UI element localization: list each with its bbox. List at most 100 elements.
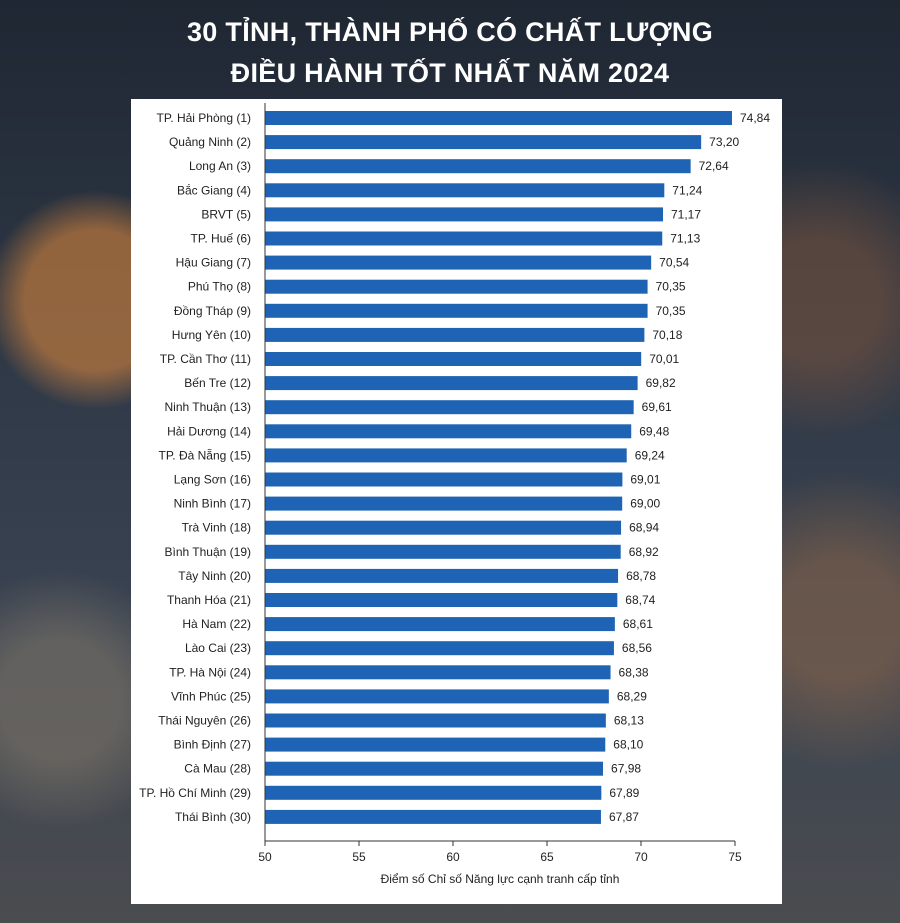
value-label: 69,61 [642, 400, 672, 414]
value-label: 68,94 [629, 521, 659, 535]
bar [265, 255, 652, 270]
category-label: Bến Tre (12) [184, 376, 251, 390]
category-label: TP. Cần Thơ (11) [160, 352, 251, 366]
bar [265, 761, 604, 776]
value-label: 68,13 [614, 714, 644, 728]
x-tick-label: 55 [352, 850, 366, 864]
category-label: Hà Nam (22) [182, 617, 251, 631]
bar [265, 352, 642, 366]
category-label: Thái Bình (30) [175, 810, 251, 824]
category-label: TP. Đà Nẵng (15) [159, 447, 252, 462]
bar [265, 544, 621, 559]
bar [265, 496, 623, 511]
bar [265, 689, 609, 704]
bar [265, 448, 627, 463]
value-label: 73,20 [709, 135, 739, 149]
bar [265, 568, 619, 583]
bar [265, 159, 691, 174]
category-label: Hải Dương (14) [167, 424, 251, 438]
bar [265, 135, 702, 150]
bar [265, 785, 602, 800]
bar [265, 641, 614, 656]
bar [265, 231, 663, 246]
bar [265, 424, 632, 439]
value-label: 67,98 [611, 762, 641, 776]
category-label: Trà Vinh (18) [182, 521, 251, 535]
bar [265, 593, 618, 607]
category-label: TP. Hà Nội (24) [169, 665, 251, 679]
bar [265, 400, 634, 415]
bar [265, 376, 638, 391]
bar-chart: TP. Hải Phòng (1) 74,84 Quảng Ninh (2) 73,2… [139, 103, 770, 886]
title-line-2: ĐIỀU HÀNH TỐT NHẤT NĂM 2024 [230, 58, 670, 88]
value-label: 71,17 [671, 207, 701, 221]
category-label: Quảng Ninh (2) [169, 135, 251, 149]
category-label: Lạng Sơn (16) [174, 473, 251, 487]
x-tick-label: 65 [540, 850, 554, 864]
bar [265, 737, 606, 752]
bar [265, 520, 622, 535]
value-label: 68,74 [625, 593, 655, 607]
category-label: Ninh Bình (17) [174, 497, 251, 511]
title-line-1: 30 TỈNH, THÀNH PHỐ CÓ CHẤT LƯỢNG [186, 17, 714, 47]
bar [265, 111, 732, 125]
page-title: 30 TỈNH, THÀNH PHỐ CÓ CHẤT LƯỢNG ĐIỀU HÀ… [0, 12, 900, 94]
value-label: 67,89 [609, 786, 639, 800]
bar [265, 207, 663, 222]
value-label: 70,01 [649, 352, 679, 366]
value-label: 70,35 [656, 280, 686, 294]
category-label: TP. Hải Phòng (1) [157, 111, 252, 125]
value-label: 68,56 [622, 641, 652, 655]
category-label: Tây Ninh (20) [178, 569, 251, 583]
category-label: Bắc Giang (4) [177, 182, 251, 197]
value-label: 69,24 [635, 448, 665, 462]
value-label: 68,78 [626, 569, 656, 583]
category-label: Vĩnh Phúc (25) [171, 689, 251, 703]
bar [265, 472, 623, 487]
value-label: 70,18 [652, 328, 682, 342]
value-label: 71,24 [672, 183, 702, 197]
bar [265, 665, 611, 680]
value-label: 68,38 [619, 665, 649, 679]
category-label: BRVT (5) [201, 207, 251, 221]
bar [265, 809, 601, 824]
value-label: 68,92 [629, 545, 659, 559]
x-tick-label: 60 [446, 850, 460, 864]
value-label: 69,48 [639, 424, 669, 438]
category-label: Bình Định (27) [174, 738, 251, 752]
value-label: 67,87 [609, 810, 639, 824]
category-label: Ninh Thuận (13) [165, 400, 252, 414]
category-label: Bình Thuận (19) [164, 545, 251, 559]
category-label: TP. Hồ Chí Minh (29) [139, 786, 251, 800]
value-label: 68,61 [623, 617, 653, 631]
value-label: 69,01 [630, 473, 660, 487]
value-label: 69,82 [646, 376, 676, 390]
category-label: Hưng Yên (10) [172, 328, 251, 342]
bar [265, 279, 648, 294]
value-label: 69,00 [630, 497, 660, 511]
bar [265, 303, 648, 318]
x-tick-label: 70 [634, 850, 648, 864]
value-label: 70,35 [656, 304, 686, 318]
category-label: Lào Cai (23) [185, 641, 251, 655]
bar [265, 183, 665, 198]
value-label: 68,10 [613, 738, 643, 752]
value-label: 70,54 [659, 256, 689, 270]
value-label: 68,29 [617, 689, 647, 703]
category-label: Thái Nguyên (26) [158, 714, 251, 728]
category-label: Thanh Hóa (21) [167, 593, 251, 607]
value-label: 72,64 [699, 159, 729, 173]
value-label: 71,13 [670, 232, 700, 246]
x-axis-title: Điểm số Chỉ số Năng lực cạnh tranh cấp t… [381, 872, 620, 886]
value-label: 74,84 [740, 111, 770, 125]
bar [265, 713, 606, 728]
x-tick-label: 75 [728, 850, 742, 864]
category-label: Cà Mau (28) [184, 762, 251, 776]
category-label: Hậu Giang (7) [176, 256, 251, 270]
category-label: Long An (3) [189, 159, 251, 173]
category-label: Đồng Tháp (9) [174, 304, 251, 318]
bar [265, 327, 645, 342]
category-label: Phú Thọ (8) [188, 280, 251, 294]
category-label: TP. Huế (6) [191, 232, 251, 246]
x-tick-label: 50 [258, 850, 272, 864]
